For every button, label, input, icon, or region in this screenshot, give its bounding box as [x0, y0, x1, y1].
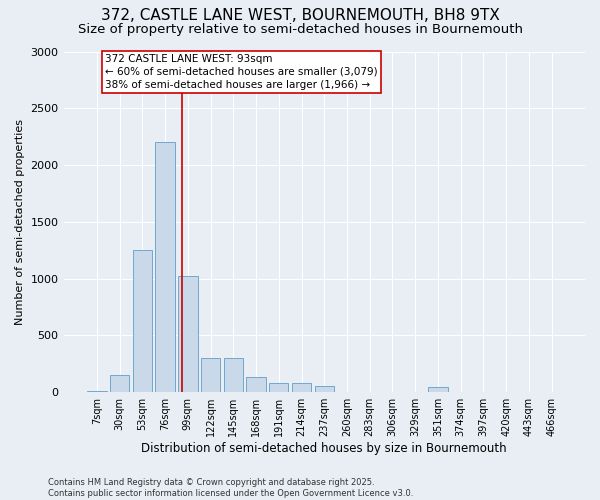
Bar: [314, 386, 334, 392]
Text: Size of property relative to semi-detached houses in Bournemouth: Size of property relative to semi-detach…: [77, 22, 523, 36]
X-axis label: Distribution of semi-detached houses by size in Bournemouth: Distribution of semi-detached houses by …: [142, 442, 507, 455]
Bar: [292, 383, 311, 392]
Bar: [178, 276, 197, 392]
Bar: [428, 387, 448, 392]
Bar: [87, 391, 107, 392]
Bar: [247, 378, 266, 392]
Text: Contains HM Land Registry data © Crown copyright and database right 2025.
Contai: Contains HM Land Registry data © Crown c…: [48, 478, 413, 498]
Bar: [224, 358, 243, 392]
Bar: [110, 375, 130, 392]
Text: 372 CASTLE LANE WEST: 93sqm
← 60% of semi-detached houses are smaller (3,079)
38: 372 CASTLE LANE WEST: 93sqm ← 60% of sem…: [105, 54, 377, 90]
Bar: [155, 142, 175, 392]
Bar: [269, 383, 289, 392]
Bar: [133, 250, 152, 392]
Bar: [201, 358, 220, 392]
Text: 372, CASTLE LANE WEST, BOURNEMOUTH, BH8 9TX: 372, CASTLE LANE WEST, BOURNEMOUTH, BH8 …: [101, 8, 499, 22]
Y-axis label: Number of semi-detached properties: Number of semi-detached properties: [15, 119, 25, 325]
